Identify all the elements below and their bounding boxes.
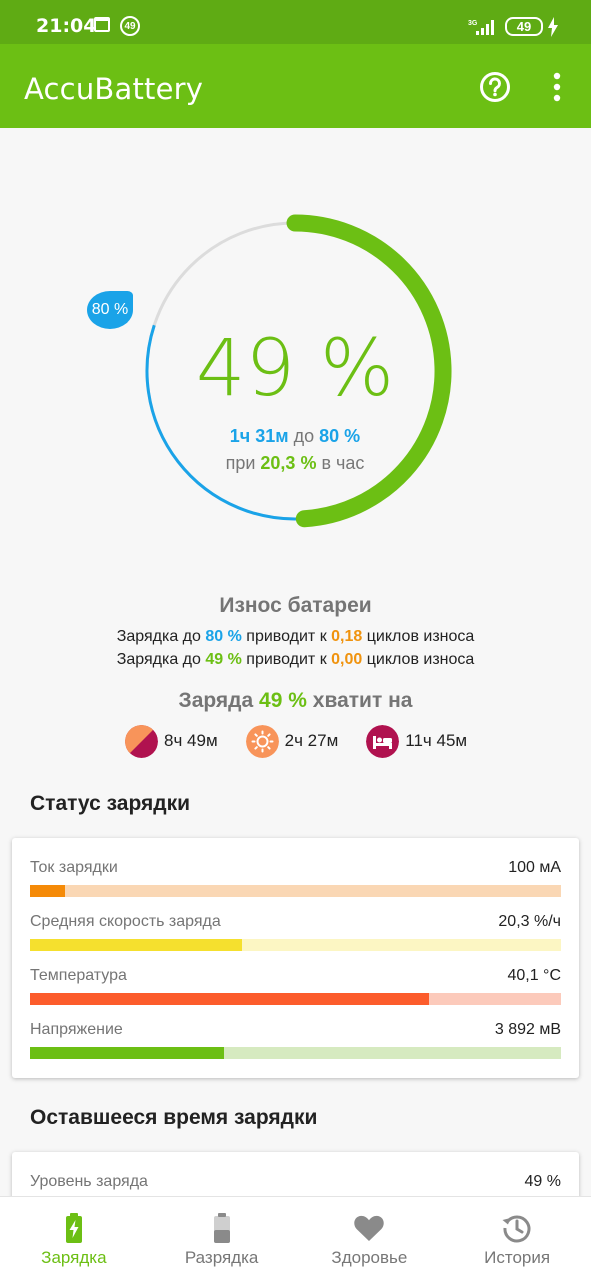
main-content[interactable]: 80 % 49 % 1ч 31м до 80 % при 20,3 % в ча… <box>0 128 591 1196</box>
speed-bar <box>30 939 561 951</box>
wear-line-cycles: 0,18 <box>331 628 363 645</box>
speed-bar-fill <box>30 939 243 951</box>
wear-line-cycles: 0,00 <box>331 651 363 668</box>
row-label: Уровень заряда <box>30 1173 148 1190</box>
charge-rate-prefix: при <box>225 453 256 473</box>
time-to-target-label: до <box>293 426 315 446</box>
app-bar: AccuBattery <box>0 44 591 128</box>
network-type-label: 3G <box>468 20 478 27</box>
row-value: 100 мА <box>508 859 561 876</box>
bottom-navigation: Зарядка Разрядка Здоровье История <box>0 1196 591 1280</box>
target-marker-label: 80 % <box>91 301 129 318</box>
wear-line-text: Зарядка до <box>116 628 201 645</box>
nav-health[interactable]: Здоровье <box>296 1197 444 1280</box>
temperature-bar-fill <box>30 993 430 1005</box>
remaining-time-title: Оставшееся время зарядки <box>30 1106 318 1129</box>
row-label: Ток зарядки <box>30 859 118 876</box>
history-icon <box>502 1215 531 1243</box>
wear-line-text: Зарядка до <box>116 651 201 668</box>
remaining-usage-percent: 49 % <box>259 689 307 712</box>
voltage-bar-fill <box>30 1047 224 1059</box>
mixed-usage-icon <box>125 724 158 758</box>
row-label: Средняя скорость заряда <box>30 913 221 930</box>
usage-estimates: 8ч 49м 2ч 27м <box>125 724 495 758</box>
charging-status-card: Ток зарядки 100 мА Средняя скорость заря… <box>12 838 579 1078</box>
current-bar <box>30 885 561 897</box>
estimate-sleep-value: 11ч 45м <box>405 731 468 750</box>
sleep-icon <box>366 724 400 758</box>
wear-line-current: Зарядка до 49 % приводит к 0,00 циклов и… <box>0 651 591 669</box>
nav-charging-label: Зарядка <box>41 1248 107 1267</box>
wear-line-text: циклов износа <box>366 628 475 645</box>
status-bar: 21:04 49 3G 49 <box>0 0 591 44</box>
row-value: 40,1 °C <box>507 967 561 984</box>
estimate-screen-on: 2ч 27м <box>245 724 339 758</box>
wear-title: Износ батареи <box>219 594 372 617</box>
notification-badge-icon: 49 <box>120 16 140 36</box>
battery-percent: 49 % <box>195 324 395 414</box>
estimate-screen-on-value: 2ч 27м <box>284 731 339 750</box>
current-bar-fill <box>30 885 66 897</box>
row-value: 20,3 %/ч <box>498 913 561 930</box>
remaining-usage-title: Заряда 49 % хватит на <box>0 689 591 713</box>
heart-icon <box>354 1215 385 1241</box>
screen-on-icon <box>245 724 279 758</box>
help-icon[interactable] <box>479 71 511 103</box>
calendar-icon <box>94 17 110 32</box>
battery-indicator: 49 <box>505 17 543 36</box>
wear-line-text: приводит к <box>246 651 327 668</box>
wear-line-target: Зарядка до 80 % приводит к 0,18 циклов и… <box>0 628 591 646</box>
time-to-target: 1ч 31м до 80 % <box>140 426 450 447</box>
estimate-mixed: 8ч 49м <box>125 724 218 758</box>
time-to-target-percent: 80 % <box>319 426 361 446</box>
ring-target-arc <box>145 324 305 521</box>
charge-ring <box>145 214 452 528</box>
voltage-bar <box>30 1047 561 1059</box>
nav-history-label: История <box>484 1248 551 1267</box>
row-label: Температура <box>30 967 127 984</box>
charge-rate: при 20,3 % в час <box>140 453 450 474</box>
charging-battery-icon <box>65 1213 82 1243</box>
battery-icon <box>213 1213 230 1243</box>
remaining-usage-suffix: хватит на <box>312 689 413 712</box>
row-value: 3 892 мВ <box>494 1021 561 1038</box>
nav-health-label: Здоровье <box>331 1248 408 1267</box>
row-value: 49 % <box>524 1173 561 1190</box>
charging-bolt-icon <box>548 17 558 37</box>
wear-line-percent: 80 % <box>205 628 242 645</box>
temperature-bar <box>30 993 561 1005</box>
wear-line-percent: 49 % <box>205 651 242 668</box>
estimate-mixed-value: 8ч 49м <box>164 731 218 750</box>
estimate-sleep: 11ч 45м <box>366 724 468 758</box>
nav-discharging[interactable]: Разрядка <box>148 1197 296 1280</box>
wear-line-text: циклов износа <box>366 651 475 668</box>
time-to-target-value: 1ч 31м <box>229 426 289 446</box>
nav-charging[interactable]: Зарядка <box>0 1197 148 1280</box>
charge-rate-value: 20,3 % <box>260 453 317 473</box>
nav-history[interactable]: История <box>443 1197 591 1280</box>
ring-level-arc <box>286 214 452 528</box>
clock: 21:04 <box>36 15 97 37</box>
charge-rate-suffix: в час <box>321 453 365 473</box>
target-marker[interactable]: 80 % <box>87 291 133 329</box>
nav-discharging-label: Разрядка <box>184 1248 259 1267</box>
remaining-time-card: Уровень заряда 49 % <box>12 1152 579 1196</box>
row-label: Напряжение <box>30 1021 123 1038</box>
more-options-icon[interactable] <box>550 72 564 102</box>
charging-status-title: Статус зарядки <box>30 792 191 815</box>
app-title: AccuBattery <box>24 72 204 106</box>
wear-line-text: приводит к <box>246 628 327 645</box>
signal-icon: 3G <box>468 20 494 35</box>
remaining-usage-prefix: Заряда <box>178 689 254 712</box>
